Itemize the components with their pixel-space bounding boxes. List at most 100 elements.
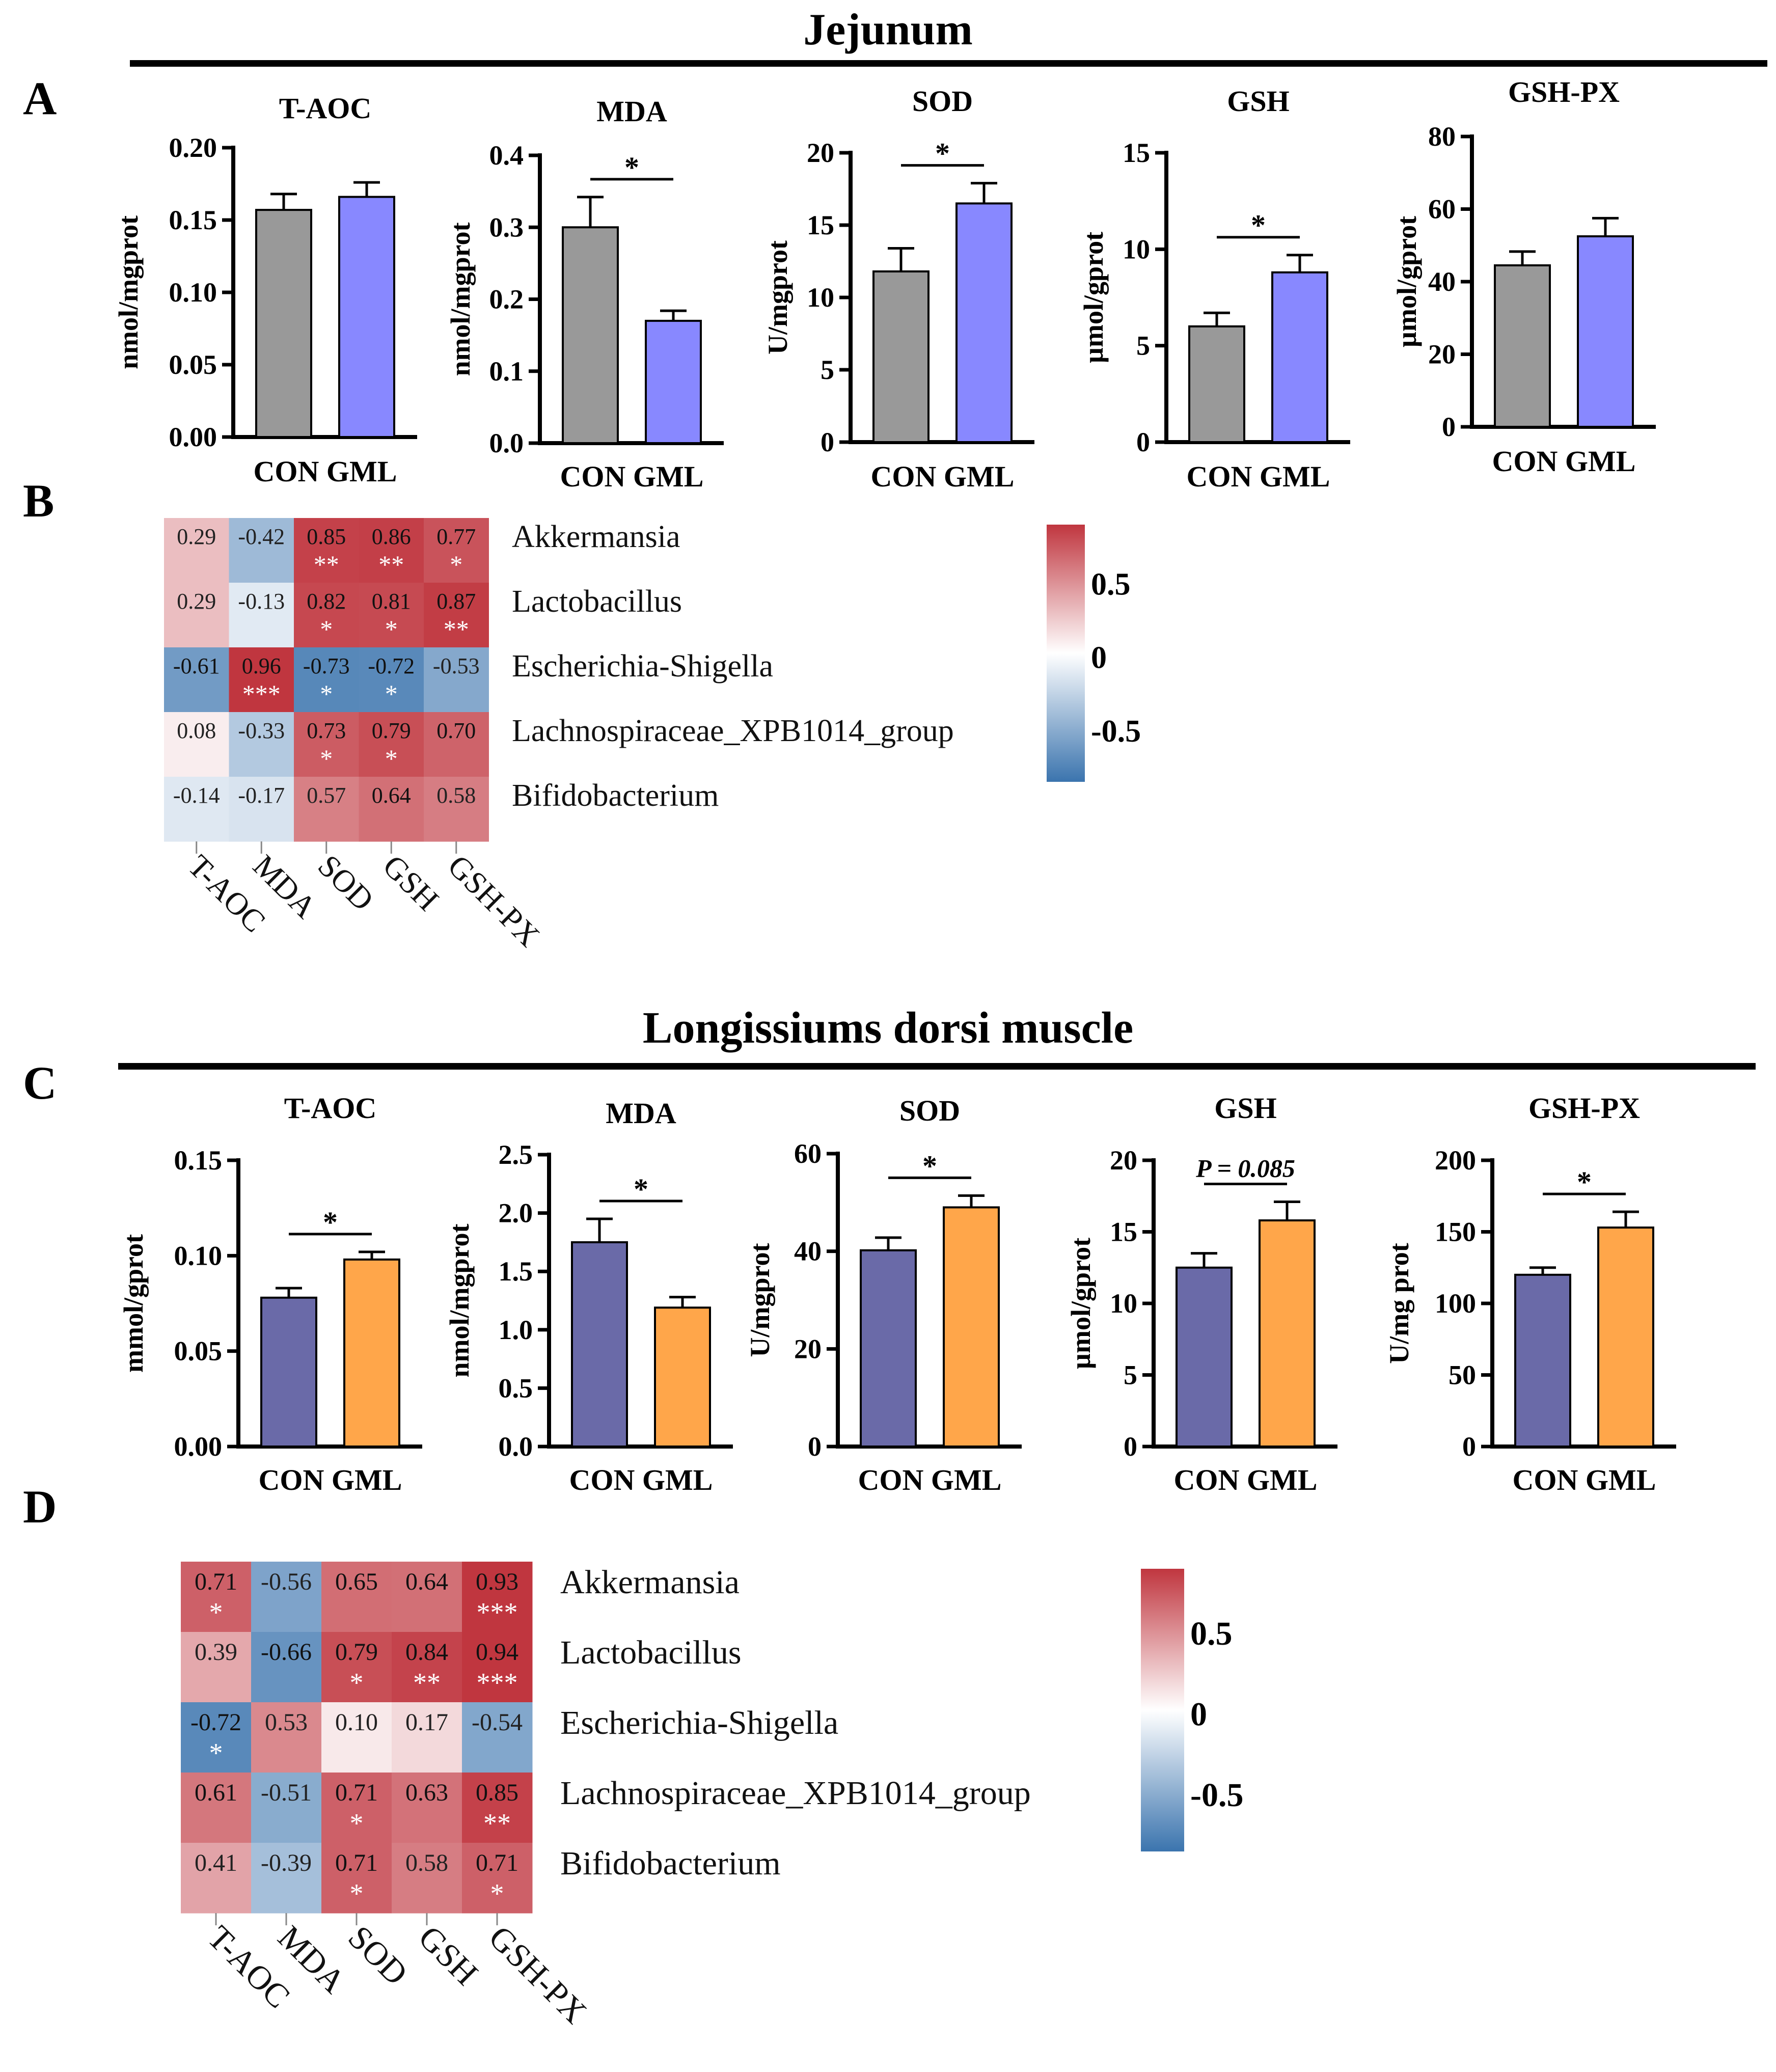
b-cell-value: -0.61: [173, 653, 220, 678]
d-cell-significance: *: [490, 1878, 504, 1909]
d-row-label: Akkermansia: [560, 1564, 740, 1601]
b-cell-value: 0.29: [177, 524, 216, 549]
b-cell-value: 0.08: [177, 718, 216, 743]
a4-y-axis-label: µmol/gprot: [1078, 232, 1109, 363]
d-cell-value: 0.85: [476, 1779, 518, 1806]
d-cell: [181, 1632, 252, 1703]
d-cell-value: -0.66: [261, 1639, 312, 1666]
c3-y-tick-label: 20: [794, 1333, 822, 1364]
b-cell: [359, 777, 424, 842]
d-cell-significance: *: [350, 1667, 364, 1698]
c2-bar-con: [571, 1241, 628, 1448]
panel-label-c: C: [23, 1057, 57, 1109]
b-cell: [424, 583, 489, 648]
d-cell: [392, 1562, 462, 1632]
d-cell-significance: **: [413, 1667, 441, 1698]
d-cell: [181, 1843, 252, 1914]
c4-y-tick-label: 15: [1110, 1217, 1137, 1247]
b-cell: [359, 518, 424, 583]
d-cell-significance: *: [209, 1597, 223, 1627]
b-cell-value: 0.57: [307, 783, 346, 808]
b-cell: [229, 647, 294, 713]
a2-y-tick-label: 0.3: [489, 212, 524, 242]
a1-y-axis-label: nmol/mgprot: [113, 215, 144, 369]
b-cell-significance: *: [450, 550, 462, 579]
d-row-label: Lactobacillus: [560, 1634, 742, 1671]
c2-chart-title: MDA: [606, 1097, 676, 1130]
b-cell: [229, 583, 294, 648]
a4-chart-title: GSH: [1227, 85, 1290, 118]
c1-bar-con: [260, 1296, 317, 1448]
a1-chart-title: T-AOC: [279, 92, 372, 125]
b-cell: [164, 518, 229, 583]
a3-y-tick-label: 15: [807, 210, 834, 240]
b-cell: [164, 777, 229, 842]
a3-x-category-labels: CON GML: [871, 460, 1015, 493]
panel-label-d: D: [23, 1481, 57, 1533]
d-cell: [251, 1632, 322, 1703]
c5-y-tick-label: 100: [1435, 1288, 1476, 1319]
c5-bar-con: [1514, 1273, 1571, 1448]
a3-bar-gml: [955, 202, 1013, 443]
d-cell-value: -0.56: [261, 1568, 312, 1595]
d-cell-value: 0.65: [335, 1568, 378, 1595]
b-cell: [229, 712, 294, 777]
a5-y-axis-label: µmol/gprot: [1391, 216, 1422, 347]
c2-y-tick-label: 2.5: [499, 1139, 533, 1170]
a1-y-tick-label: 0.15: [169, 205, 217, 235]
b-cell-value: 0.79: [372, 718, 411, 743]
d-cell-value: 0.71: [195, 1568, 237, 1595]
a4-y-tick-label: 5: [1136, 331, 1150, 361]
b-cell-value: 0.86: [372, 524, 411, 549]
b-cell: [359, 647, 424, 713]
a3-bar-con: [872, 270, 930, 443]
c4-bar-con: [1176, 1266, 1233, 1448]
c2-x-category-labels: CON GML: [569, 1463, 713, 1496]
b-cell-value: 0.96: [242, 653, 281, 678]
a2-x-category-labels: CON GML: [560, 460, 704, 493]
muscle-section-title: Longissiums dorsi muscle: [642, 1003, 1134, 1053]
b-cell: [294, 777, 359, 842]
b-cell-value: 0.29: [177, 589, 216, 614]
b-cell: [424, 712, 489, 777]
d-cell-value: 0.71: [335, 1849, 378, 1876]
b-colorbar-tick-label: 0.5: [1091, 567, 1131, 602]
a4-x-category-labels: CON GML: [1187, 460, 1330, 493]
a2-chart-title: MDA: [596, 95, 667, 128]
b-colorbar-tick-label: -0.5: [1091, 714, 1141, 749]
d-cell: [462, 1773, 533, 1843]
d-cell: [251, 1702, 322, 1773]
c3-bar-con: [860, 1249, 917, 1448]
d-cell-value: 0.79: [335, 1639, 378, 1666]
d-cell: [392, 1773, 462, 1843]
c1-y-axis-label: mmol/gprot: [118, 1234, 149, 1373]
a5-bar-gml: [1577, 235, 1634, 428]
b-cell: [164, 583, 229, 648]
a1-bar-gml: [338, 196, 395, 438]
c4-x-category-labels: CON GML: [1174, 1463, 1318, 1496]
d-cell: [181, 1702, 252, 1773]
d-cell-value: 0.58: [405, 1849, 448, 1876]
c5-y-axis-label: U/mg prot: [1384, 1243, 1414, 1364]
d-column-label: GSH-PX: [481, 1919, 593, 2031]
a3-chart-title: SOD: [912, 85, 973, 118]
b-cell: [424, 518, 489, 583]
d-cell-value: -0.51: [261, 1779, 312, 1806]
b-cell: [294, 647, 359, 713]
c2-y-tick-label: 1.0: [499, 1315, 533, 1345]
c5-significance-label: *: [1577, 1165, 1592, 1198]
c5-y-tick-label: 150: [1435, 1217, 1476, 1247]
b-colorbar: [1047, 525, 1085, 782]
d-colorbar: [1141, 1569, 1184, 1851]
b-cell-value: 0.58: [436, 783, 476, 808]
b-cell-value: 0.73: [307, 718, 346, 743]
d-cell-significance: ***: [477, 1667, 518, 1698]
d-cell-value: 0.64: [405, 1568, 448, 1595]
d-cell: [392, 1702, 462, 1773]
b-column-label: GSH: [376, 849, 445, 918]
d-cell-value: 0.63: [405, 1779, 448, 1806]
b-cell: [229, 777, 294, 842]
b-cell-significance: **: [378, 550, 404, 579]
d-cell-value: 0.17: [405, 1709, 448, 1736]
d-row-label: Lachnospiraceae_XPB1014_group: [560, 1775, 1031, 1812]
